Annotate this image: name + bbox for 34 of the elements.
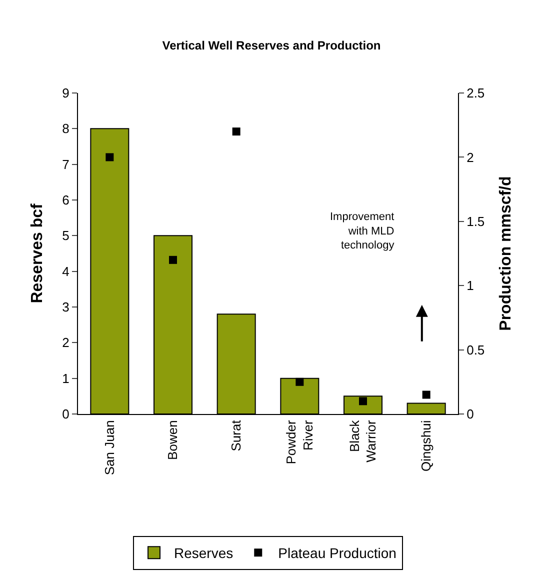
x-tick-label: San Juan (102, 420, 117, 476)
y-tick-label: 4 (62, 264, 70, 279)
point (106, 153, 114, 162)
annotation: Improvement with MLD technology (330, 211, 395, 252)
y-tick-label: 1 (62, 370, 70, 386)
y2-tick-label: 2.5 (466, 86, 485, 101)
point (359, 397, 367, 406)
legend-label: Reserves (174, 545, 234, 562)
chart-title: Vertical Well Reserves and Production (162, 38, 381, 52)
point (296, 378, 304, 386)
y-tick-label: 8 (62, 121, 70, 136)
x-tick-label: Black Warrior (346, 420, 379, 462)
x-tick-label: Surat (228, 420, 244, 452)
y-tick-label: 0 (62, 406, 70, 422)
legend-label: Plateau Production (278, 545, 396, 562)
x-tick-label: Powder River (283, 420, 316, 464)
y2-tick-label: 0.5 (466, 342, 485, 358)
y2-tick-label: 1.5 (466, 214, 485, 229)
point (169, 256, 177, 264)
y2-tick-label: 2 (466, 150, 474, 165)
x-tick-label: Qingshui (418, 420, 434, 472)
y-tick-label: 7 (62, 156, 70, 172)
y-tick-label: 5 (62, 228, 70, 244)
x-tick-label: Bowen (165, 420, 180, 460)
y-tick-label: 9 (62, 86, 70, 101)
y-axis-title: Reserves bcf (29, 203, 46, 304)
point (422, 390, 430, 399)
y-tick-label: 2 (62, 335, 70, 350)
point (232, 128, 240, 136)
y2-tick-label: 1 (466, 278, 474, 294)
y2-tick-label: 0 (466, 406, 474, 422)
y2-axis-title: Production mmscf/d (497, 176, 514, 331)
y-tick-label: 3 (62, 300, 70, 315)
y-tick-label: 6 (62, 192, 70, 208)
